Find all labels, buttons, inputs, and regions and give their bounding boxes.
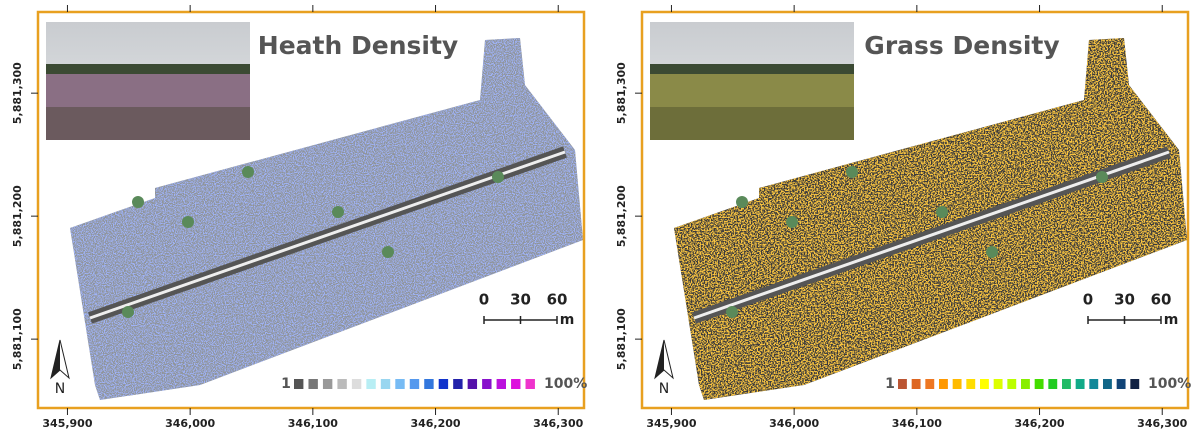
tree bbox=[1096, 171, 1108, 183]
legend-swatch bbox=[526, 379, 535, 389]
y-tick-label: 5,881,200 bbox=[11, 185, 24, 247]
legend-max: 100% bbox=[544, 376, 587, 392]
legend-swatch bbox=[966, 379, 975, 389]
tree bbox=[492, 171, 504, 183]
legend-swatch bbox=[323, 379, 332, 389]
scale-unit: m bbox=[1164, 312, 1179, 328]
scale-label: 0 bbox=[1083, 291, 1093, 309]
x-tick-label: 346,000 bbox=[769, 417, 819, 430]
legend-swatch bbox=[1007, 379, 1016, 389]
x-tick-label: 345,900 bbox=[646, 417, 696, 430]
legend-swatch bbox=[980, 379, 989, 389]
scale-label: 30 bbox=[510, 291, 531, 309]
legend-swatch bbox=[953, 379, 962, 389]
legend-swatch bbox=[497, 379, 506, 389]
legend-swatch bbox=[308, 379, 317, 389]
tree bbox=[786, 216, 798, 228]
scale-unit: m bbox=[560, 312, 575, 328]
legend-swatch bbox=[395, 379, 404, 389]
x-tick-label: 346,200 bbox=[1014, 417, 1064, 430]
scale-label: 60 bbox=[1151, 291, 1172, 309]
legend-swatch bbox=[294, 379, 303, 389]
north-label: N bbox=[659, 381, 669, 397]
legend-swatch bbox=[1062, 379, 1071, 389]
tree bbox=[132, 196, 144, 208]
photo-treeline bbox=[650, 64, 854, 74]
y-tick-label: 5,881,300 bbox=[11, 62, 24, 124]
legend-swatch bbox=[511, 379, 520, 389]
x-tick-label: 346,300 bbox=[1137, 417, 1187, 430]
legend-swatch bbox=[912, 379, 921, 389]
legend-swatch bbox=[366, 379, 375, 389]
photo-treeline bbox=[46, 64, 250, 74]
tree bbox=[242, 166, 254, 178]
legend-swatch bbox=[1021, 379, 1030, 389]
legend-swatch bbox=[424, 379, 433, 389]
x-tick-label: 346,300 bbox=[533, 417, 583, 430]
legend-swatch bbox=[439, 379, 448, 389]
map-title: Heath Density bbox=[258, 31, 458, 60]
legend-swatch bbox=[1130, 379, 1139, 389]
legend-swatch bbox=[925, 379, 934, 389]
tree bbox=[332, 206, 344, 218]
north-label: N bbox=[55, 381, 65, 397]
y-tick-label: 5,881,100 bbox=[11, 308, 24, 370]
photo-foreground bbox=[650, 107, 854, 140]
scale-label: 60 bbox=[547, 291, 568, 309]
tree bbox=[986, 246, 998, 258]
figure: Heath Density 345,900 346,000 346,100 346,20… bbox=[0, 0, 1194, 436]
legend-swatch bbox=[1089, 379, 1098, 389]
scale-label: 30 bbox=[1114, 291, 1135, 309]
tree bbox=[936, 206, 948, 218]
tree bbox=[726, 306, 738, 318]
photo-foreground bbox=[46, 107, 250, 140]
legend-swatch bbox=[410, 379, 419, 389]
legend-min: 1 bbox=[885, 376, 895, 392]
tree bbox=[122, 306, 134, 318]
legend-swatch bbox=[352, 379, 361, 389]
legend-swatch bbox=[482, 379, 491, 389]
legend-swatch bbox=[1048, 379, 1057, 389]
map-title: Grass Density bbox=[864, 31, 1059, 60]
map-panel: Heath Density 345,900 346,000 346,100 346,20… bbox=[11, 5, 587, 430]
y-tick-label: 5,881,100 bbox=[615, 308, 628, 370]
x-tick-label: 346,200 bbox=[410, 417, 460, 430]
legend-swatch bbox=[381, 379, 390, 389]
legend-swatch bbox=[1103, 379, 1112, 389]
x-tick-label: 346,000 bbox=[165, 417, 215, 430]
legend-swatch bbox=[468, 379, 477, 389]
legend-swatch bbox=[994, 379, 1003, 389]
legend-max: 100% bbox=[1148, 376, 1191, 392]
map-panel: Grass Density 345,900 346,000 346,100 346,20… bbox=[615, 5, 1191, 430]
legend-swatch bbox=[337, 379, 346, 389]
legend-swatch bbox=[453, 379, 462, 389]
y-tick-label: 5,881,200 bbox=[615, 185, 628, 247]
legend-swatch bbox=[939, 379, 948, 389]
tree bbox=[736, 196, 748, 208]
tree bbox=[382, 246, 394, 258]
legend-swatch bbox=[1076, 379, 1085, 389]
legend-swatch bbox=[1035, 379, 1044, 389]
y-tick-label: 5,881,300 bbox=[615, 62, 628, 124]
tree bbox=[182, 216, 194, 228]
legend-min: 1 bbox=[281, 376, 291, 392]
legend-swatch bbox=[898, 379, 907, 389]
scale-label: 0 bbox=[479, 291, 489, 309]
legend-swatch bbox=[1117, 379, 1126, 389]
x-tick-label: 345,900 bbox=[42, 417, 92, 430]
tree bbox=[846, 166, 858, 178]
x-tick-label: 346,100 bbox=[892, 417, 942, 430]
x-tick-label: 346,100 bbox=[288, 417, 338, 430]
